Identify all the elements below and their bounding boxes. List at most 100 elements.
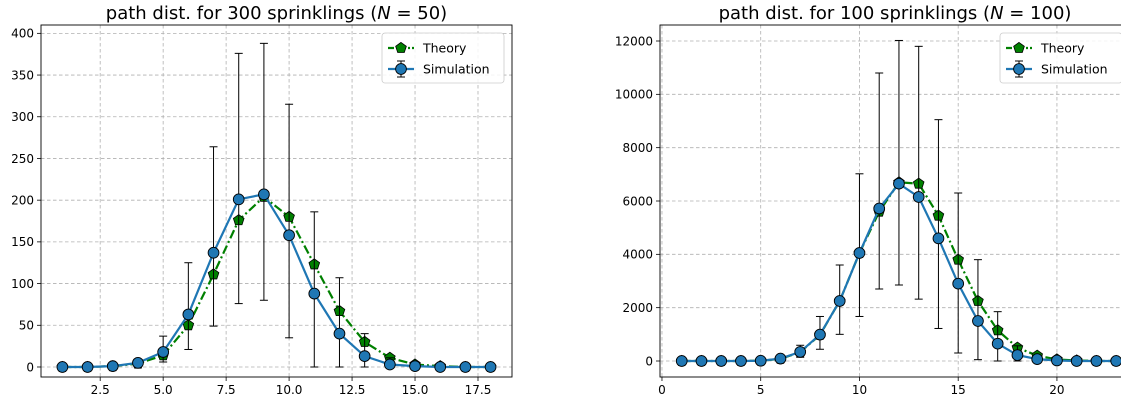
simulation-point	[972, 315, 984, 327]
simulation-point	[358, 350, 371, 362]
simulation-point	[459, 361, 472, 373]
simulation-point	[56, 361, 69, 373]
y-tick-label: 150	[11, 235, 34, 249]
x-tick-label: 2.5	[91, 383, 110, 397]
y-tick-label: 100	[11, 277, 34, 291]
legend-simulation-label: Simulation	[423, 62, 490, 77]
simulation-errorbar	[259, 42, 268, 301]
simulation-point	[735, 355, 747, 367]
y-tick-label: 10000	[615, 88, 653, 102]
simulation-point	[484, 361, 497, 373]
chart-title-variable: N	[377, 3, 390, 24]
simulation-line	[62, 193, 491, 369]
simulation-errorbar	[954, 192, 963, 354]
simulation-point	[932, 232, 945, 245]
simulation-point	[675, 355, 688, 367]
legend-simulation-label: Simulation	[1041, 62, 1108, 77]
x-tick-label: 15.0	[402, 383, 429, 397]
simulation-point	[132, 356, 144, 369]
x-tick-label: 15	[951, 383, 966, 397]
simulation-point	[333, 327, 346, 340]
simulation-errorbar	[914, 45, 923, 300]
legend-theory-label: Theory	[422, 41, 467, 56]
simulation-point	[912, 191, 925, 203]
simulation-point	[1070, 355, 1083, 367]
legend-simulation-marker	[1013, 63, 1025, 75]
y-tick-label: 6000	[622, 194, 653, 208]
simulation-point	[794, 346, 807, 358]
x-tick-label: 5	[757, 383, 765, 397]
theory-line	[62, 195, 491, 369]
chart-2: path dist. for 100 sprinklings (N = 100)…	[615, 3, 1121, 397]
simulation-point	[409, 360, 421, 373]
x-tick-label: 7.5	[217, 383, 236, 397]
simulation-point	[434, 361, 447, 373]
y-tick-label: 300	[11, 110, 34, 124]
simulation-point	[308, 287, 321, 300]
x-tick-label: 17.5	[465, 383, 492, 397]
chart-title-value: = 50)	[391, 3, 447, 24]
y-tick-label: 4000	[622, 248, 653, 262]
simulation-point	[383, 358, 396, 371]
axes-frame	[40, 24, 513, 378]
chart-title-text: path dist. for 100 sprinklings (	[719, 3, 991, 24]
simulation-point	[774, 352, 787, 365]
chart-title: path dist. for 300 sprinklings (N = 50)	[106, 3, 447, 24]
legend-theory-marker	[1013, 41, 1025, 53]
simulation-point	[1110, 355, 1121, 367]
y-tick-label: 350	[11, 68, 34, 82]
simulation-point	[157, 346, 170, 358]
chart-title-variable: N	[990, 3, 1003, 24]
legend-box	[999, 32, 1121, 84]
y-tick-label: 250	[11, 152, 34, 166]
simulation-errorbar	[855, 173, 864, 317]
axes-frame	[659, 24, 1121, 378]
chart-title: path dist. for 100 sprinklings (N = 100)	[719, 3, 1072, 24]
y-tick-label: 50	[19, 319, 34, 333]
simulation-errorbar	[875, 72, 884, 290]
simulation-errorbar	[285, 103, 294, 339]
x-tick-label: 5.0	[154, 383, 173, 397]
chart-title-text: path dist. for 300 sprinklings (	[106, 3, 378, 24]
y-tick-label: 0	[26, 360, 34, 374]
simulation-point	[106, 360, 119, 373]
legend: Theory Simulation	[999, 32, 1121, 84]
y-tick-label: 400	[11, 27, 34, 41]
chart-1: path dist. for 300 sprinklings (N = 50) 2…	[11, 3, 513, 397]
y-tick-label: 0	[645, 354, 653, 368]
simulation-point	[833, 295, 846, 307]
simulation-point	[814, 328, 826, 341]
x-tick-label: 20	[1049, 383, 1064, 397]
legend-theory-marker	[395, 41, 407, 53]
legend-theory-label: Theory	[1040, 41, 1085, 56]
simulation-point	[258, 188, 270, 201]
simulation-point	[1051, 354, 1063, 367]
simulation-errorbar	[993, 311, 1002, 362]
simulation-point	[991, 337, 1004, 350]
x-tick-label: 10.0	[276, 383, 303, 397]
simulation-errorbar	[234, 52, 243, 305]
chart-title-value: = 100)	[1004, 3, 1072, 24]
simulation-point	[182, 308, 195, 321]
simulation-point	[207, 246, 220, 259]
simulation-errorbar	[894, 39, 903, 286]
x-tick-label: 12.5	[339, 383, 366, 397]
x-tick-label: 0	[658, 383, 666, 397]
simulation-errorbar	[209, 146, 218, 327]
simulation-point	[715, 355, 728, 367]
simulation-point	[873, 202, 886, 215]
simulation-point	[952, 277, 965, 290]
legend: Theory Simulation	[381, 32, 505, 84]
simulation-point	[81, 361, 94, 373]
simulation-errorbar	[973, 259, 982, 361]
simulation-point	[695, 355, 708, 367]
y-tick-label: 8000	[622, 141, 653, 155]
simulation-point	[893, 177, 905, 190]
simulation-point	[1011, 349, 1024, 361]
simulation-point	[754, 354, 767, 367]
y-tick-label: 200	[11, 193, 34, 207]
legend-box	[381, 32, 505, 84]
simulation-point	[1090, 355, 1103, 367]
x-tick-label: 10	[852, 383, 867, 397]
